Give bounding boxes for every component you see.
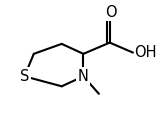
Text: S: S (20, 69, 29, 84)
Text: O: O (105, 5, 116, 20)
Text: N: N (78, 69, 89, 84)
Text: OH: OH (134, 45, 157, 60)
